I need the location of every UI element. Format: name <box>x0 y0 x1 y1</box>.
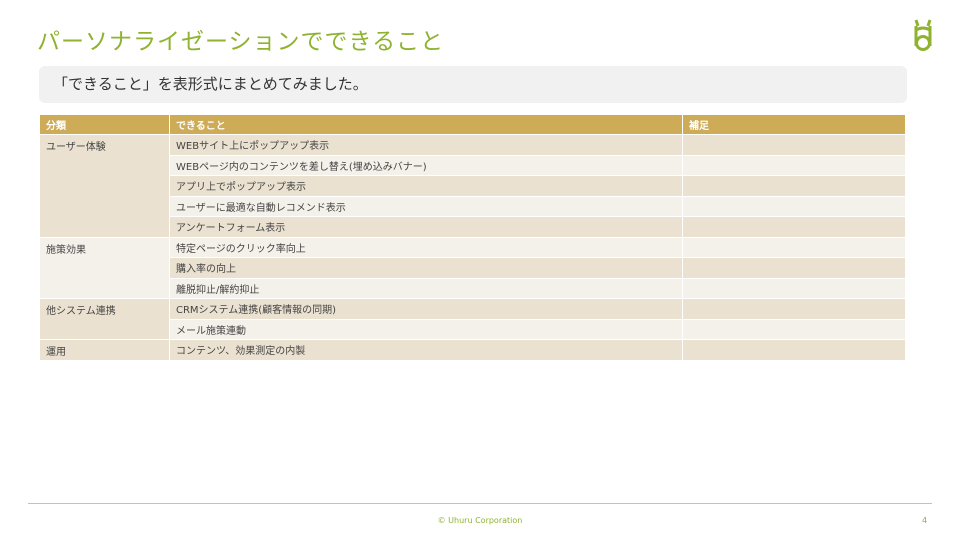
table-row: 運用 コンテンツ、効果測定の内製 <box>40 340 905 360</box>
category-cell: ユーザー体験 <box>40 135 169 237</box>
table-row: 施策効果 特定ページのクリック率向上 <box>40 237 905 298</box>
capability-cell: ユーザーに最適な自動レコメンド表示 <box>170 196 682 216</box>
subtitle-box: 「できること」を表形式にまとめてみました。 <box>39 66 907 103</box>
capability-cell: アンケートフォーム表示 <box>170 217 682 237</box>
capabilities-table: 分類 できること 補足 ユーザー体験 WEBサイト上にポップアップ表示 WEBページ… <box>39 114 906 361</box>
table-row: アプリ上でポップアップ表示 <box>40 176 905 196</box>
capability-cell: 離脱抑止/解約抑止 <box>170 278 682 298</box>
copyright: © Uhuru Corporation <box>437 516 523 525</box>
table-row: 離脱抑止/解約抑止 <box>40 278 905 298</box>
header-category: 分類 <box>40 115 169 134</box>
notes-cell <box>683 340 905 360</box>
page-number: 4 <box>922 516 928 525</box>
uhuru-logo-icon <box>914 19 932 51</box>
notes-cell <box>683 176 905 196</box>
notes-cell <box>683 258 905 278</box>
header-notes: 補足 <box>683 115 905 134</box>
capability-cell: 特定ページのクリック率向上 <box>170 237 682 257</box>
table-row: ユーザーに最適な自動レコメンド表示 <box>40 196 905 216</box>
notes-cell <box>683 217 905 237</box>
category-cell: 他システム連携 <box>40 299 169 339</box>
capability-cell: CRMシステム連携(顧客情報の同期) <box>170 299 682 319</box>
notes-cell <box>683 299 905 319</box>
notes-cell <box>683 155 905 175</box>
table-row: WEBページ内のコンテンツを差し替え(埋め込みバナー) <box>40 155 905 175</box>
capability-cell: 購入率の向上 <box>170 258 682 278</box>
table-row: アンケートフォーム表示 <box>40 217 905 237</box>
notes-cell <box>683 196 905 216</box>
slide-title: パーソナライゼーションでできること <box>37 29 445 55</box>
table-row: メール施策連動 <box>40 319 905 339</box>
table-row: ユーザー体験 WEBサイト上にポップアップ表示 <box>40 135 905 237</box>
capability-cell: アプリ上でポップアップ表示 <box>170 176 682 196</box>
notes-cell <box>683 237 905 257</box>
capability-cell: WEBページ内のコンテンツを差し替え(埋め込みバナー) <box>170 155 682 175</box>
capability-cell: コンテンツ、効果測定の内製 <box>170 340 682 360</box>
category-cell: 運用 <box>40 340 169 360</box>
category-cell: 施策効果 <box>40 237 169 298</box>
table-row: 購入率の向上 <box>40 258 905 278</box>
notes-cell <box>683 278 905 298</box>
header-capability: できること <box>170 115 682 134</box>
footer-divider <box>28 503 932 504</box>
notes-cell <box>683 135 905 155</box>
capability-cell: メール施策連動 <box>170 319 682 339</box>
capability-cell: WEBサイト上にポップアップ表示 <box>170 135 682 155</box>
table-row: 他システム連携 CRMシステム連携(顧客情報の同期) <box>40 299 905 339</box>
notes-cell <box>683 319 905 339</box>
